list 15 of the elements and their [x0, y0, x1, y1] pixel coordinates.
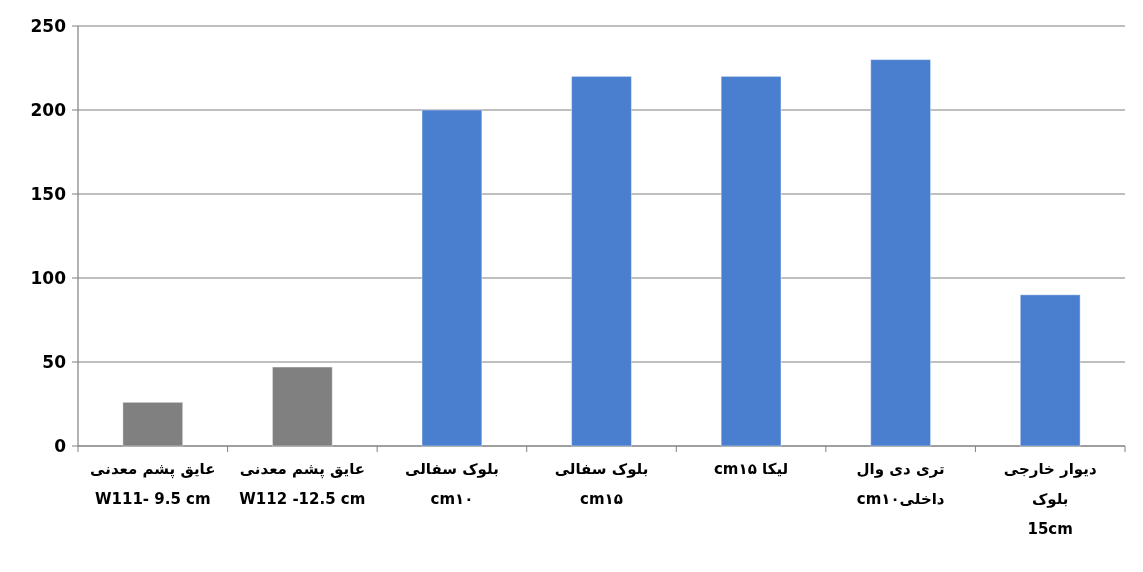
- y-tick-label: 250: [30, 15, 67, 36]
- bar: [421, 109, 483, 447]
- bar: [1019, 294, 1081, 447]
- bar: [571, 75, 632, 447]
- x-tick-label: لیکا cm۱۵: [713, 460, 789, 478]
- y-tick-label: 100: [30, 267, 67, 288]
- x-tick-label: بلوک سفالی cm۱۵: [554, 460, 649, 508]
- bar: [720, 75, 782, 447]
- x-tick-label: بلوک سفالی cm۱۰: [405, 460, 499, 508]
- y-tick-label: 200: [30, 99, 67, 120]
- y-tick-label: 0: [54, 435, 67, 456]
- bar: [870, 59, 932, 447]
- y-tick-label: 150: [30, 183, 67, 204]
- y-tick-label: 50: [42, 351, 67, 372]
- x-tick-label: تری دی وال داخلیcm۱۰: [856, 460, 945, 508]
